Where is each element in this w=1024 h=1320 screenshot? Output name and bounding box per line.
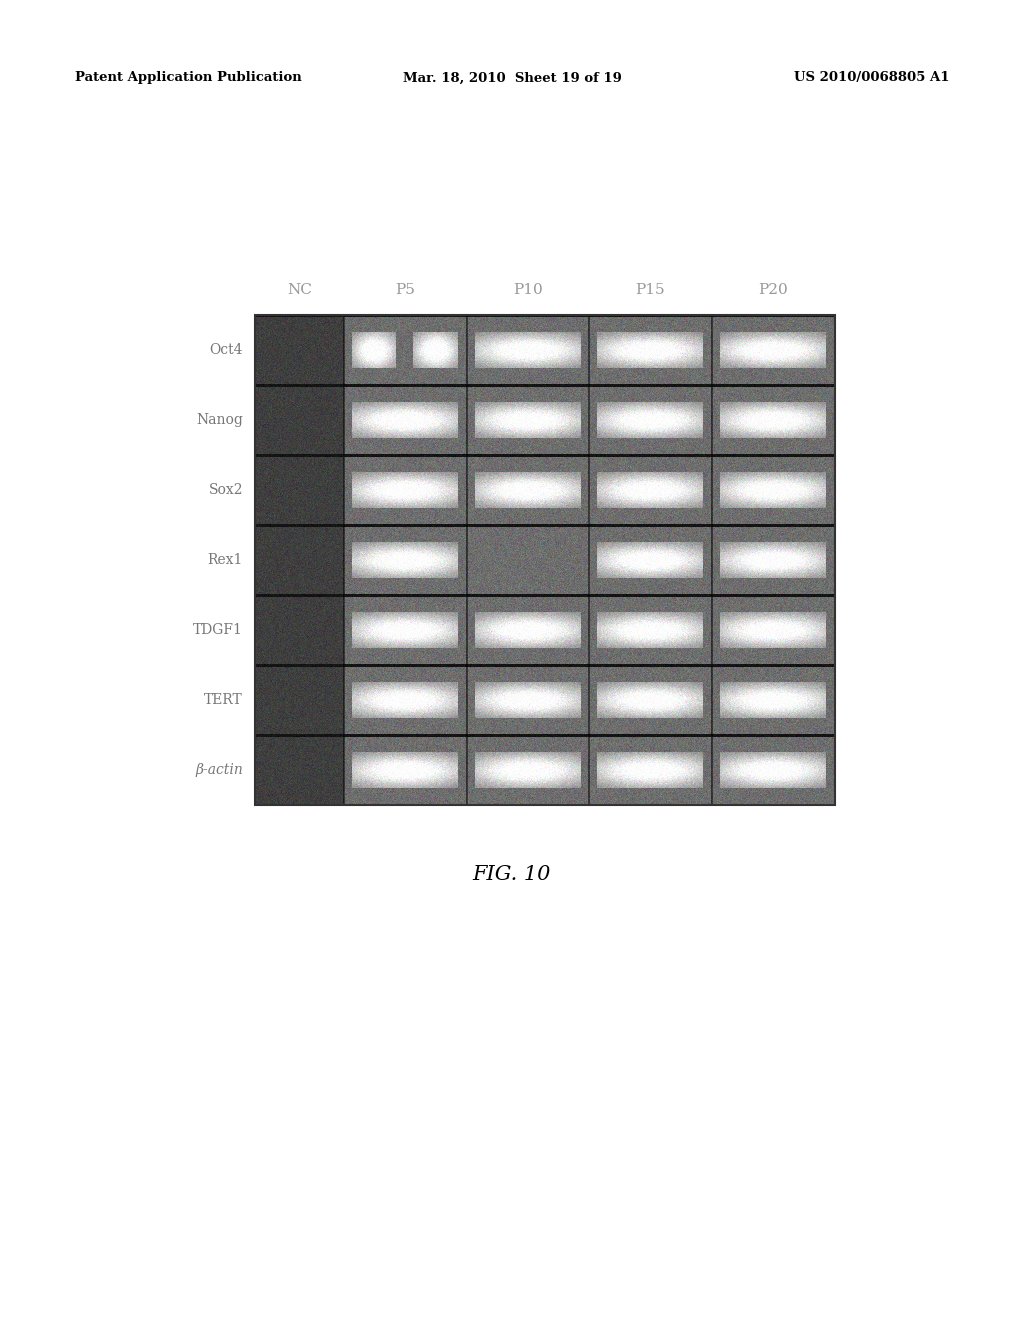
Text: P10: P10 [513,282,543,297]
Text: Mar. 18, 2010  Sheet 19 of 19: Mar. 18, 2010 Sheet 19 of 19 [402,71,622,84]
Text: P15: P15 [635,282,665,297]
Text: NC: NC [287,282,312,297]
Text: P5: P5 [395,282,415,297]
Text: FIG. 10: FIG. 10 [473,866,551,884]
Text: TERT: TERT [204,693,243,708]
Text: Rex1: Rex1 [208,553,243,568]
Text: Nanog: Nanog [197,413,243,426]
Text: Patent Application Publication: Patent Application Publication [75,71,302,84]
Bar [255,315,835,805]
Text: Oct4: Oct4 [210,343,243,356]
Text: Sox2: Sox2 [209,483,243,498]
Text: US 2010/0068805 A1: US 2010/0068805 A1 [795,71,950,84]
Text: P20: P20 [758,282,787,297]
Text: β-actin: β-actin [196,763,243,777]
Text: TDGF1: TDGF1 [194,623,243,638]
